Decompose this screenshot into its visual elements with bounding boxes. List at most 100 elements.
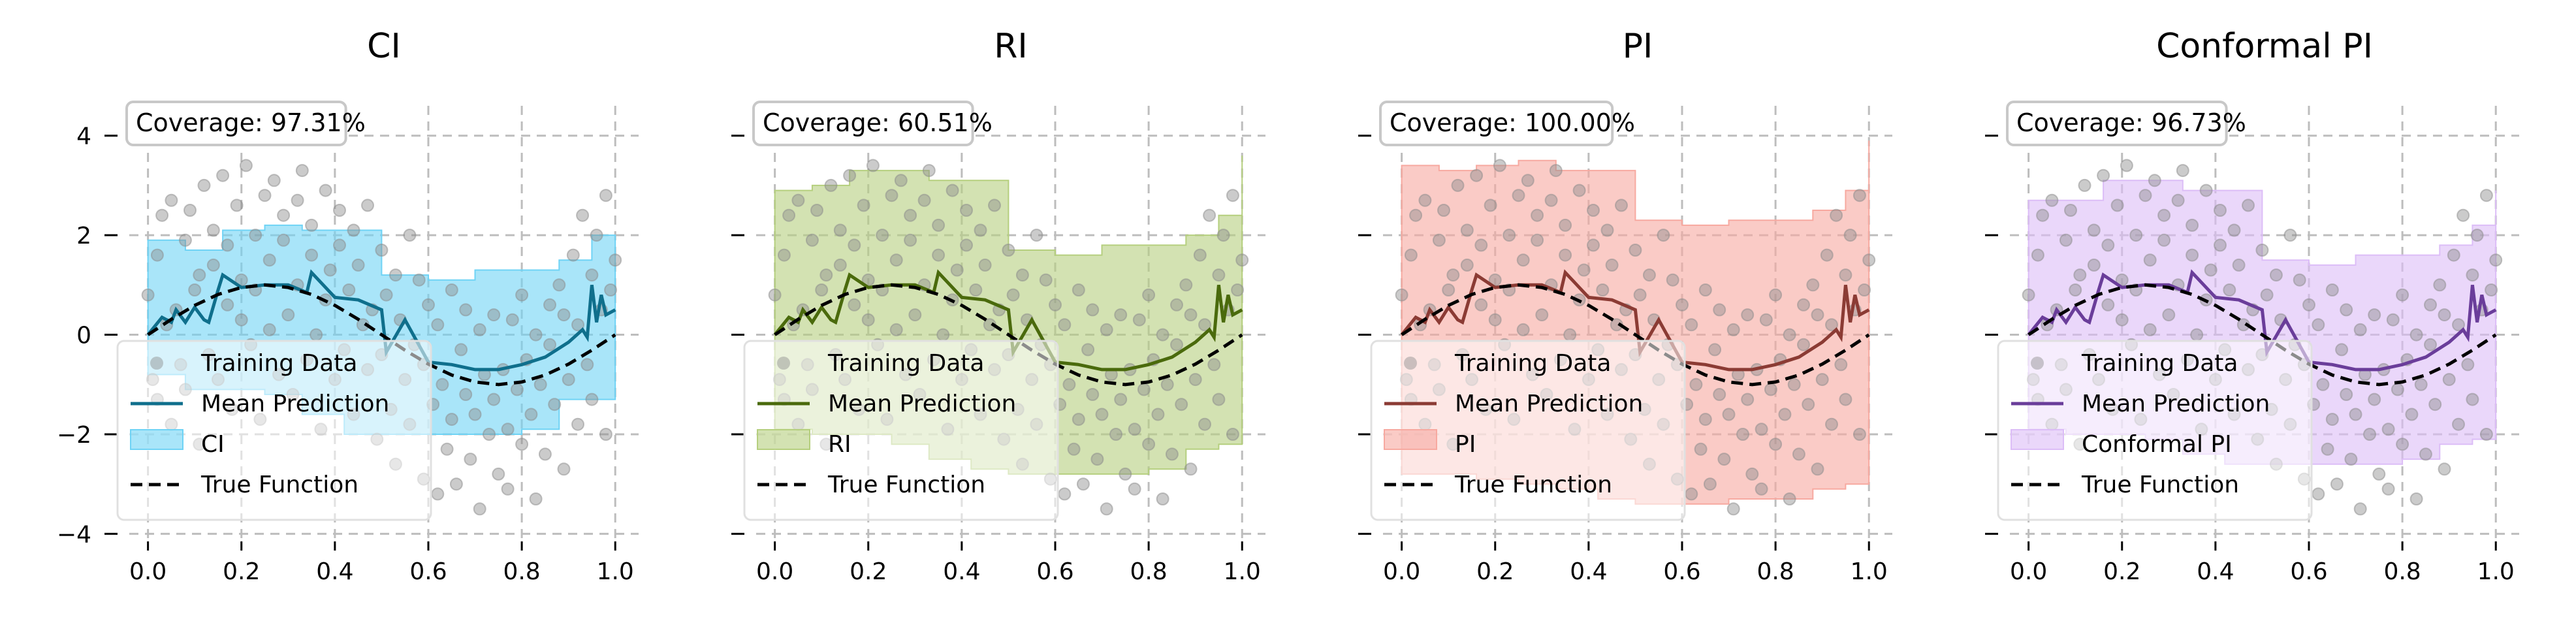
legend-label-true: True Function <box>2081 472 2239 498</box>
coverage-label: Coverage: 100.00% <box>1390 108 1635 137</box>
training-point <box>819 268 833 282</box>
training-point <box>1062 377 1076 391</box>
training-point <box>305 218 319 232</box>
training-point <box>950 263 964 277</box>
training-point <box>1100 502 1113 516</box>
training-point <box>2381 423 2395 436</box>
training-point <box>1030 229 1043 242</box>
training-point <box>2045 193 2059 207</box>
training-point <box>609 253 622 267</box>
training-point <box>1002 244 1015 257</box>
training-point <box>580 358 594 372</box>
training-point <box>1769 438 1783 451</box>
training-point <box>333 238 346 252</box>
y-tick-label: 0 <box>76 323 91 349</box>
training-point <box>1825 417 1838 431</box>
panel-title: PI <box>1623 27 1653 66</box>
training-point <box>1685 318 1698 332</box>
panel-title: CI <box>367 27 401 66</box>
training-point <box>2223 283 2236 296</box>
training-point <box>1755 482 1768 496</box>
training-point <box>2101 238 2115 252</box>
legend-swatch-training <box>150 357 163 370</box>
legend-label-interval: PI <box>1455 431 1476 458</box>
legend-label-training: Training Data <box>1454 350 1611 377</box>
training-point <box>1212 268 1226 282</box>
training-point <box>2340 303 2353 317</box>
training-point <box>2414 377 2428 391</box>
training-point <box>2409 328 2423 342</box>
training-point <box>768 288 782 302</box>
training-point <box>2110 199 2124 212</box>
panel-title: Conformal PI <box>2156 27 2373 66</box>
training-point <box>505 313 519 327</box>
training-point <box>2087 223 2101 237</box>
legend-label-mean: Mean Prediction <box>1455 391 1643 417</box>
training-point <box>1470 168 1484 182</box>
training-point <box>1142 288 1156 302</box>
legend-box <box>116 340 432 521</box>
x-tick-label: 0.0 <box>2010 558 2047 585</box>
training-point <box>2419 447 2432 461</box>
training-point <box>2452 318 2465 332</box>
training-point <box>857 199 870 212</box>
training-point <box>206 223 220 237</box>
training-point <box>2321 442 2334 456</box>
training-point <box>2214 204 2227 217</box>
training-point <box>848 298 861 312</box>
training-point <box>1783 492 1796 505</box>
training-point <box>1858 283 1871 296</box>
coverage-label: Coverage: 97.31% <box>136 108 366 137</box>
training-point <box>2269 268 2283 282</box>
training-point <box>2438 308 2451 322</box>
training-point <box>1605 258 1619 272</box>
training-point <box>2368 308 2381 322</box>
training-point <box>2353 323 2367 336</box>
x-tick-label: 0.0 <box>756 558 793 585</box>
training-point <box>833 258 847 272</box>
training-point <box>2283 229 2297 242</box>
training-point <box>824 178 838 192</box>
training-point <box>2396 288 2409 302</box>
training-point <box>1072 413 1085 426</box>
training-point <box>2312 318 2325 332</box>
training-point <box>604 283 618 296</box>
legend-swatch-interval <box>2011 429 2064 450</box>
training-point <box>389 268 402 282</box>
legend-swatch-interval <box>757 429 810 450</box>
training-point <box>2442 373 2456 387</box>
training-point <box>533 377 547 391</box>
training-point <box>2162 308 2176 322</box>
legend-label-training: Training Data <box>2081 350 2238 377</box>
coverage-label: Coverage: 96.73% <box>2016 108 2246 137</box>
training-point <box>459 388 473 401</box>
training-point <box>379 288 393 302</box>
x-tick-label: 0.4 <box>316 558 353 585</box>
training-point <box>1409 208 1423 222</box>
coverage-label: Coverage: 60.51% <box>763 108 993 137</box>
training-point <box>1516 253 1530 267</box>
training-point <box>1451 178 1465 192</box>
training-point <box>1460 258 1474 272</box>
training-point <box>2176 164 2189 178</box>
training-point <box>1559 218 1572 232</box>
training-point <box>295 164 309 178</box>
training-point <box>1198 417 1211 431</box>
training-point <box>1694 442 1708 456</box>
training-point <box>2325 413 2339 426</box>
training-point <box>431 318 445 332</box>
training-point <box>1090 453 1104 466</box>
training-point <box>1563 328 1577 342</box>
training-point <box>487 393 501 406</box>
training-point <box>2479 428 2493 441</box>
training-point <box>2186 248 2199 262</box>
training-point <box>501 482 515 496</box>
x-tick-label: 0.4 <box>1570 558 1607 585</box>
training-point <box>464 453 477 466</box>
x-tick-label: 0.6 <box>409 558 447 585</box>
training-point <box>848 238 861 252</box>
x-tick-label: 0.4 <box>943 558 980 585</box>
training-point <box>1142 438 1156 451</box>
training-point <box>1587 204 1600 217</box>
